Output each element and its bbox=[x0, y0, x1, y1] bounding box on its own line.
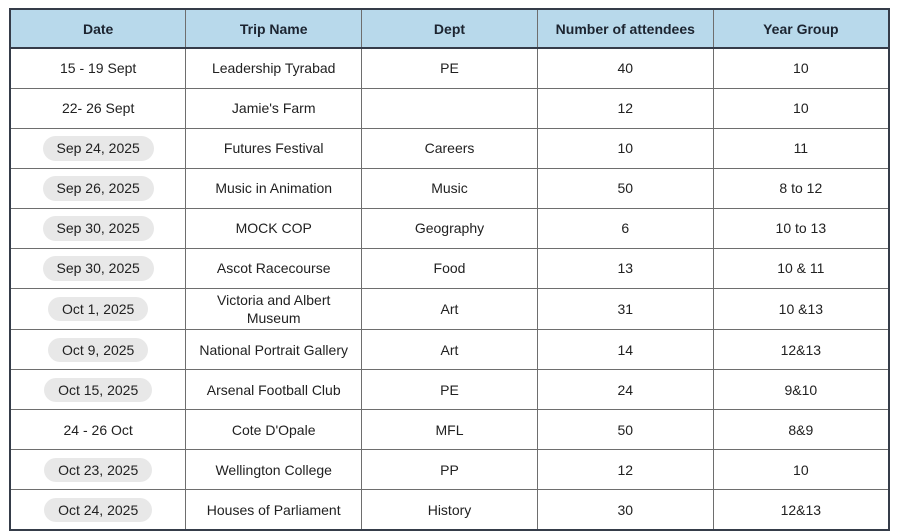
date-pill[interactable]: Sep 24, 2025 bbox=[42, 136, 154, 161]
attendees-cell: 13 bbox=[536, 248, 714, 289]
date-cell: Sep 26, 2025 bbox=[9, 168, 187, 209]
attendees-cell: 6 bbox=[536, 208, 714, 249]
table-row: 22- 26 Sept Jamie's Farm 12 10 bbox=[9, 88, 890, 129]
attendees-cell: 30 bbox=[536, 489, 714, 531]
date-pill[interactable]: Oct 9, 2025 bbox=[47, 337, 149, 362]
trip-name-cell: National Portrait Gallery bbox=[185, 329, 363, 371]
year-group-cell: 10 & 11 bbox=[712, 248, 890, 289]
column-header-dept: Dept bbox=[361, 8, 538, 49]
table-row: Sep 30, 2025 Ascot Racecourse Food 13 10 & 1… bbox=[9, 248, 890, 289]
year-group-cell: 10 bbox=[712, 47, 890, 89]
dept-cell: Art bbox=[361, 329, 538, 371]
dept-cell bbox=[361, 88, 538, 129]
attendees-cell: 50 bbox=[536, 168, 714, 209]
dept-cell: Geography bbox=[361, 208, 538, 249]
dept-cell: PE bbox=[361, 47, 538, 89]
attendees-cell: 14 bbox=[536, 329, 714, 371]
year-group-cell: 9&10 bbox=[712, 369, 890, 411]
year-group-cell: 10 to 13 bbox=[712, 208, 890, 249]
trip-name-cell: Houses of Parliament bbox=[185, 489, 363, 531]
date-pill[interactable]: Oct 23, 2025 bbox=[44, 457, 153, 482]
date-pill[interactable]: Sep 26, 2025 bbox=[42, 176, 154, 201]
dept-cell: History bbox=[361, 489, 538, 531]
table-row: Sep 26, 2025 Music in Animation Music 50 8 t… bbox=[9, 168, 890, 209]
year-group-cell: 10 bbox=[712, 449, 890, 491]
column-header-number-of-attendees: Number of attendees bbox=[536, 8, 714, 49]
attendees-cell: 40 bbox=[536, 47, 714, 89]
date-cell: Oct 15, 2025 bbox=[9, 369, 187, 411]
year-group-cell: 10 &13 bbox=[712, 287, 890, 331]
date-cell: Sep 24, 2025 bbox=[9, 128, 187, 169]
date-cell: Oct 9, 2025 bbox=[9, 329, 187, 371]
attendees-cell: 24 bbox=[536, 369, 714, 411]
table-row: Oct 1, 2025 Victoria and Albert Museum Art… bbox=[9, 287, 890, 331]
dept-cell: Music bbox=[361, 168, 538, 209]
date-cell: 15 - 19 Sept bbox=[9, 47, 187, 89]
date-pill[interactable]: Oct 1, 2025 bbox=[47, 297, 149, 322]
date-cell: Oct 24, 2025 bbox=[9, 489, 187, 531]
date-pill[interactable]: Oct 15, 2025 bbox=[44, 377, 153, 402]
year-group-cell: 8&9 bbox=[712, 409, 890, 451]
table-row: 15 - 19 Sept Leadership Tyrabad PE 40 10 bbox=[9, 47, 890, 89]
attendees-cell: 31 bbox=[536, 287, 714, 331]
trip-name-cell: Ascot Racecourse bbox=[185, 248, 363, 289]
date-cell: Sep 30, 2025 bbox=[9, 208, 187, 249]
year-group-cell: 11 bbox=[712, 128, 890, 169]
date-cell: 24 - 26 Oct bbox=[9, 409, 187, 451]
table-row: Oct 23, 2025 Wellington College PP 12 10 bbox=[9, 449, 890, 491]
table-header: Date Trip Name Dept Number of attendees Year… bbox=[9, 8, 890, 49]
trips-table: Date Trip Name Dept Number of attendees Year… bbox=[9, 8, 890, 531]
trip-name-cell: Victoria and Albert Museum bbox=[185, 287, 363, 331]
table-row: Oct 15, 2025 Arsenal Football Club PE 24 9&1… bbox=[9, 369, 890, 411]
header-row: Date Trip Name Dept Number of attendees Year… bbox=[9, 8, 890, 49]
dept-cell: PP bbox=[361, 449, 538, 491]
column-header-date: Date bbox=[9, 8, 187, 49]
attendees-cell: 10 bbox=[536, 128, 714, 169]
trip-name-cell: Jamie's Farm bbox=[185, 88, 363, 129]
page: Date Trip Name Dept Number of attendees Year… bbox=[9, 8, 890, 531]
attendees-cell: 12 bbox=[536, 449, 714, 491]
trip-name-cell: Futures Festival bbox=[185, 128, 363, 169]
attendees-cell: 50 bbox=[536, 409, 714, 451]
date-cell: 22- 26 Sept bbox=[9, 88, 187, 129]
table-row: Oct 24, 2025 Houses of Parliament History 3… bbox=[9, 489, 890, 531]
date-pill[interactable]: Sep 30, 2025 bbox=[42, 256, 154, 281]
table-row: Oct 9, 2025 National Portrait Gallery Art 1… bbox=[9, 329, 890, 371]
trip-name-cell: Cote D'Opale bbox=[185, 409, 363, 451]
date-cell: Sep 30, 2025 bbox=[9, 248, 187, 289]
year-group-cell: 10 bbox=[712, 88, 890, 129]
year-group-cell: 12&13 bbox=[712, 329, 890, 371]
table-row: Sep 30, 2025 MOCK COP Geography 6 10 to 13 bbox=[9, 208, 890, 249]
dept-cell: Careers bbox=[361, 128, 538, 169]
table-row: Sep 24, 2025 Futures Festival Careers 10 11 bbox=[9, 128, 890, 169]
table-row: 24 - 26 Oct Cote D'Opale MFL 50 8&9 bbox=[9, 409, 890, 451]
date-pill[interactable]: Sep 30, 2025 bbox=[42, 216, 154, 241]
trip-name-cell: Music in Animation bbox=[185, 168, 363, 209]
dept-cell: PE bbox=[361, 369, 538, 411]
dept-cell: Art bbox=[361, 287, 538, 331]
column-header-year-group: Year Group bbox=[712, 8, 890, 49]
year-group-cell: 8 to 12 bbox=[712, 168, 890, 209]
trip-name-cell: Leadership Tyrabad bbox=[185, 47, 363, 89]
dept-cell: MFL bbox=[361, 409, 538, 451]
trip-name-cell: Arsenal Football Club bbox=[185, 369, 363, 411]
date-cell: Oct 1, 2025 bbox=[9, 287, 187, 331]
year-group-cell: 12&13 bbox=[712, 489, 890, 531]
trip-name-cell: MOCK COP bbox=[185, 208, 363, 249]
column-header-trip-name: Trip Name bbox=[185, 8, 363, 49]
dept-cell: Food bbox=[361, 248, 538, 289]
table-body: 15 - 19 Sept Leadership Tyrabad PE 40 10 22- … bbox=[9, 47, 890, 531]
trip-name-cell: Wellington College bbox=[185, 449, 363, 491]
attendees-cell: 12 bbox=[536, 88, 714, 129]
date-pill[interactable]: Oct 24, 2025 bbox=[44, 497, 153, 522]
date-cell: Oct 23, 2025 bbox=[9, 449, 187, 491]
